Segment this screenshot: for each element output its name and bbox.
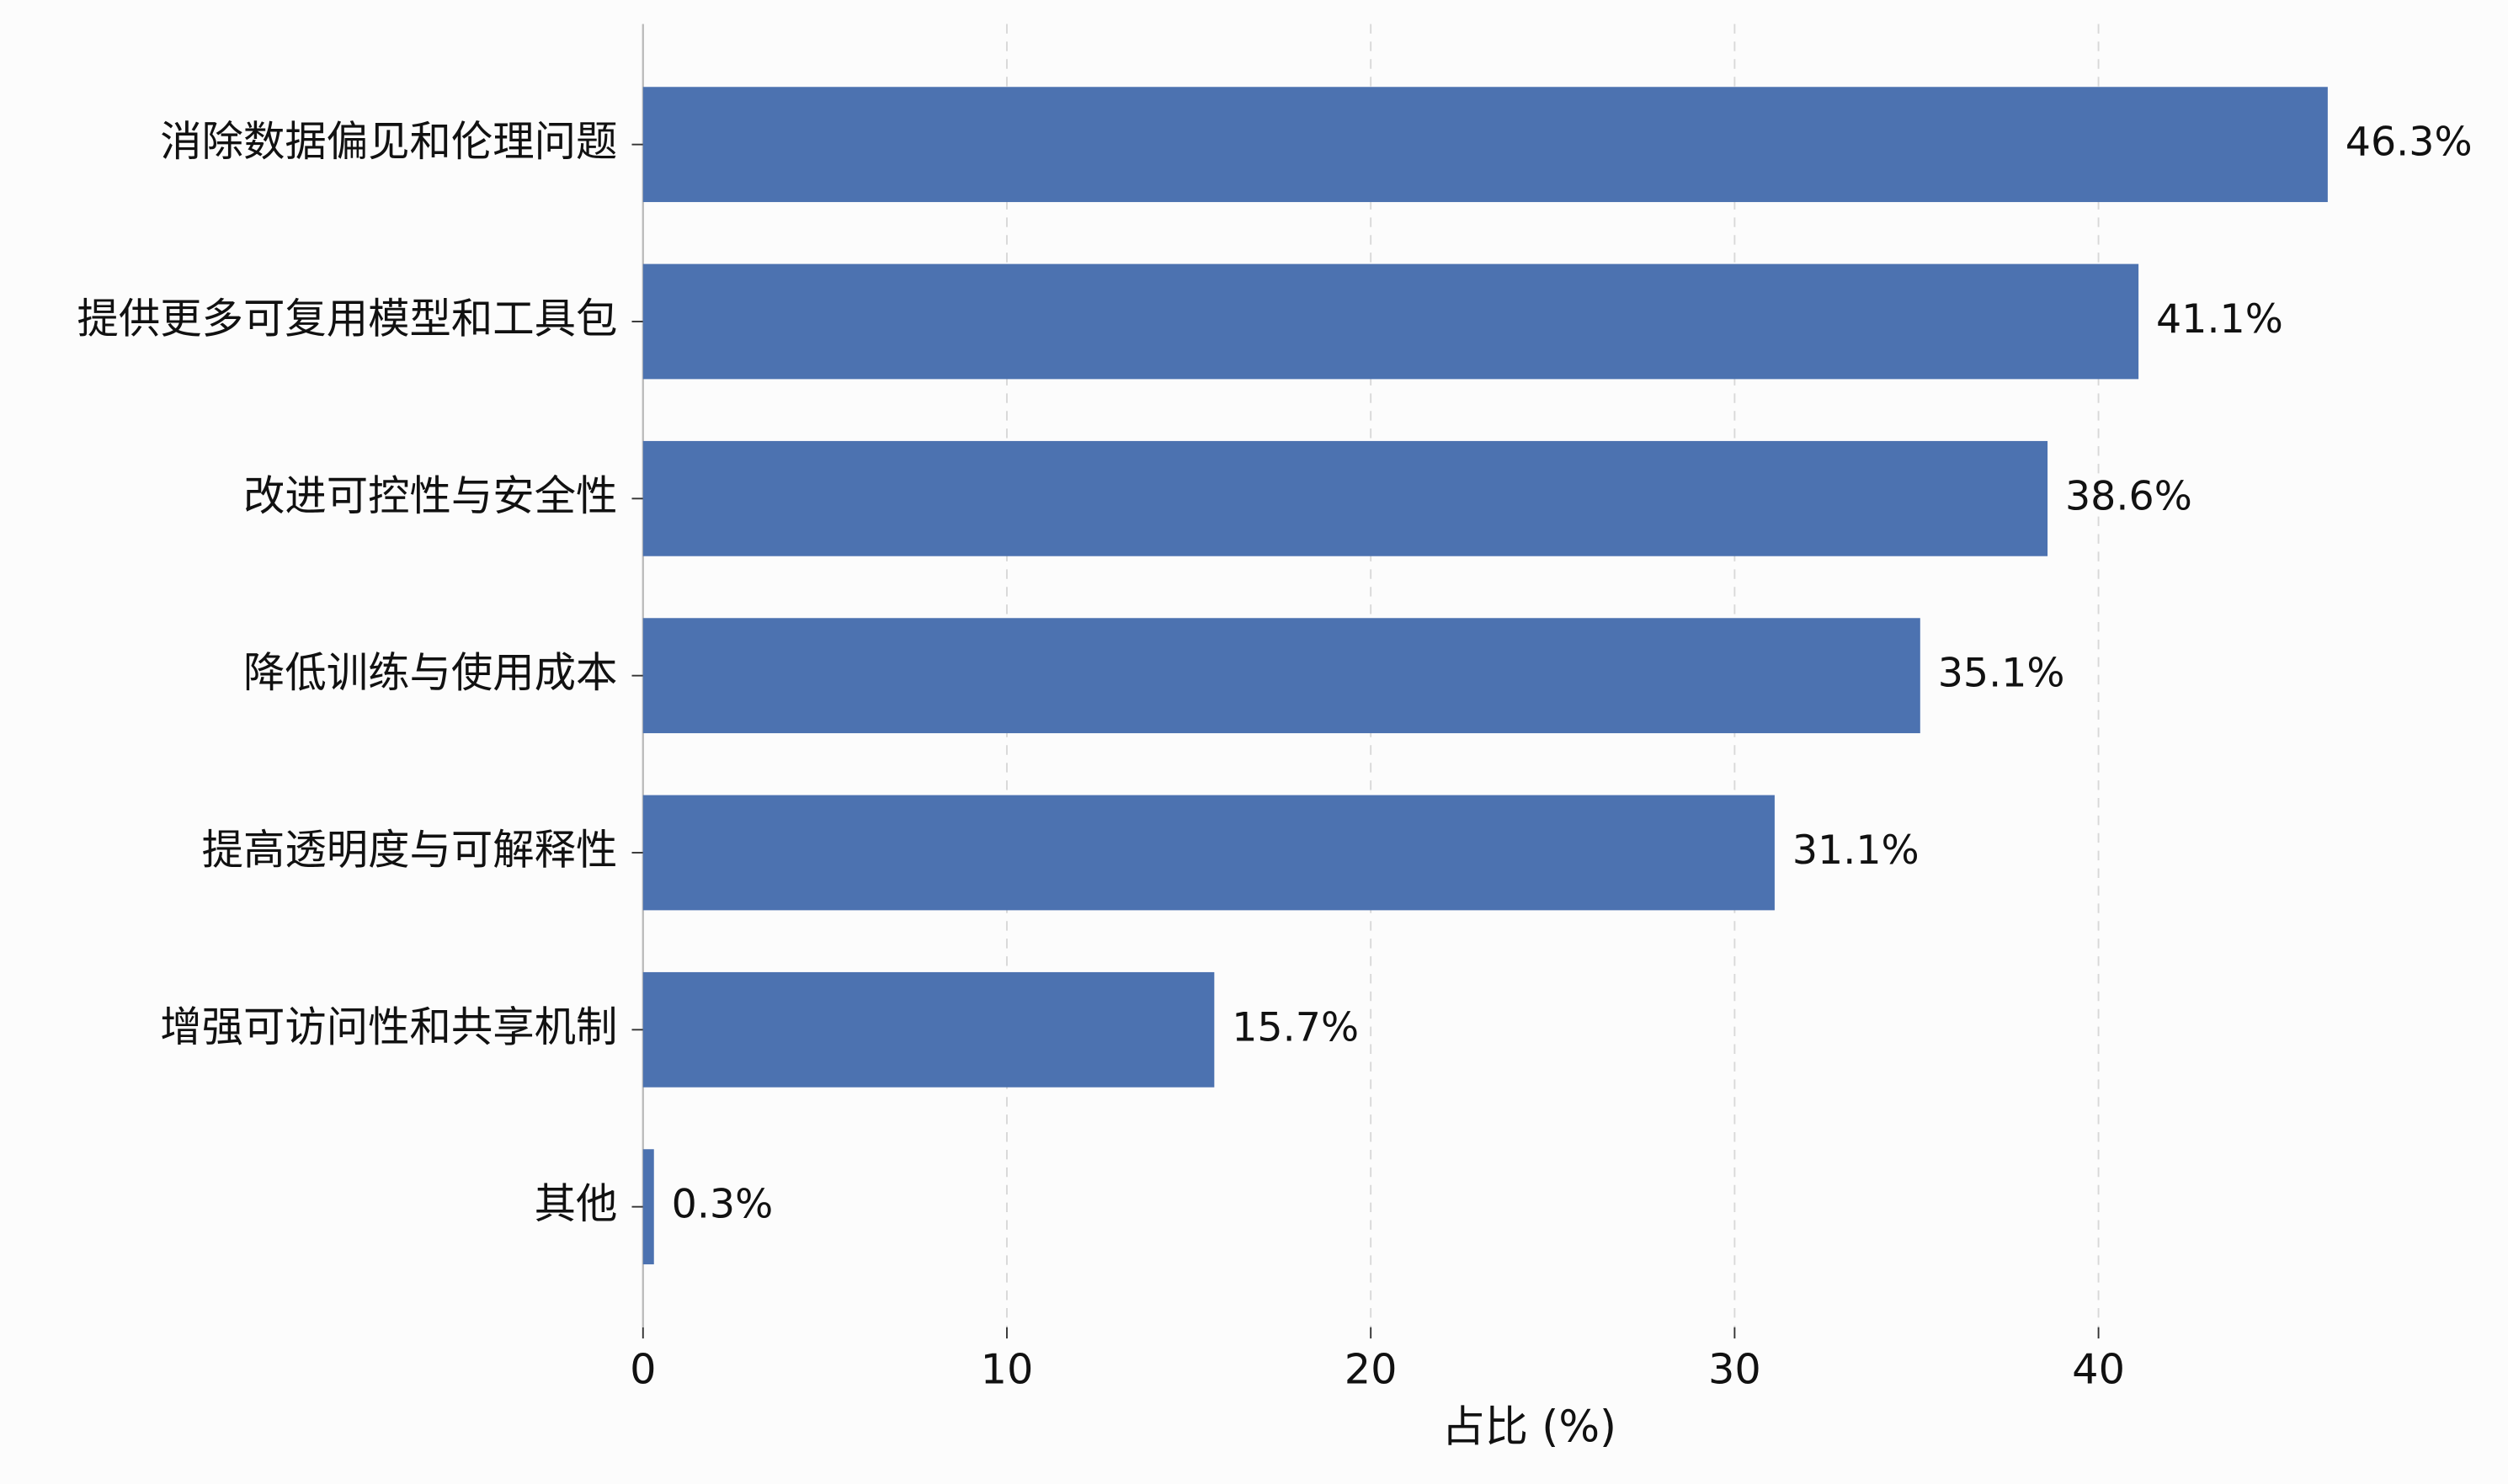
bar [642,440,2048,556]
bar [642,87,2328,203]
x-tick-label: 10 [981,1345,1034,1394]
bar [642,971,1215,1088]
value-label: 38.6% [2065,473,2192,519]
x-tick-label: 20 [1345,1345,1398,1394]
value-label: 35.1% [1938,651,2065,697]
x-axis-label: 占比 (%) [1441,1402,1616,1452]
bar [642,618,1920,734]
bar [642,795,1775,911]
value-label: 41.1% [2156,296,2283,343]
y-tick-label: 消除数据偏见和伦理问题 [160,117,617,166]
value-label: 46.3% [2346,120,2473,166]
y-tick-label: 提高透明度与可解释性 [202,825,618,874]
value-label: 15.7% [1232,1004,1359,1051]
x-tick-label: 40 [2072,1345,2125,1394]
x-tick-label: 30 [1708,1345,1761,1394]
y-tick-label: 降低训练与使用成本 [243,648,617,697]
y-tick-label: 增强可访问性和共享机制 [160,1003,617,1051]
value-label: 31.1% [1792,827,1920,874]
x-tick-label: 0 [630,1345,656,1394]
value-label: 0.3% [672,1182,774,1228]
y-tick-label: 改进可控性与安全性 [243,471,617,520]
y-tick-label: 提供更多可复用模型和工具包 [77,294,617,343]
bar [642,1149,654,1265]
bar [642,263,2139,380]
y-tick-label: 其他 [535,1179,618,1228]
